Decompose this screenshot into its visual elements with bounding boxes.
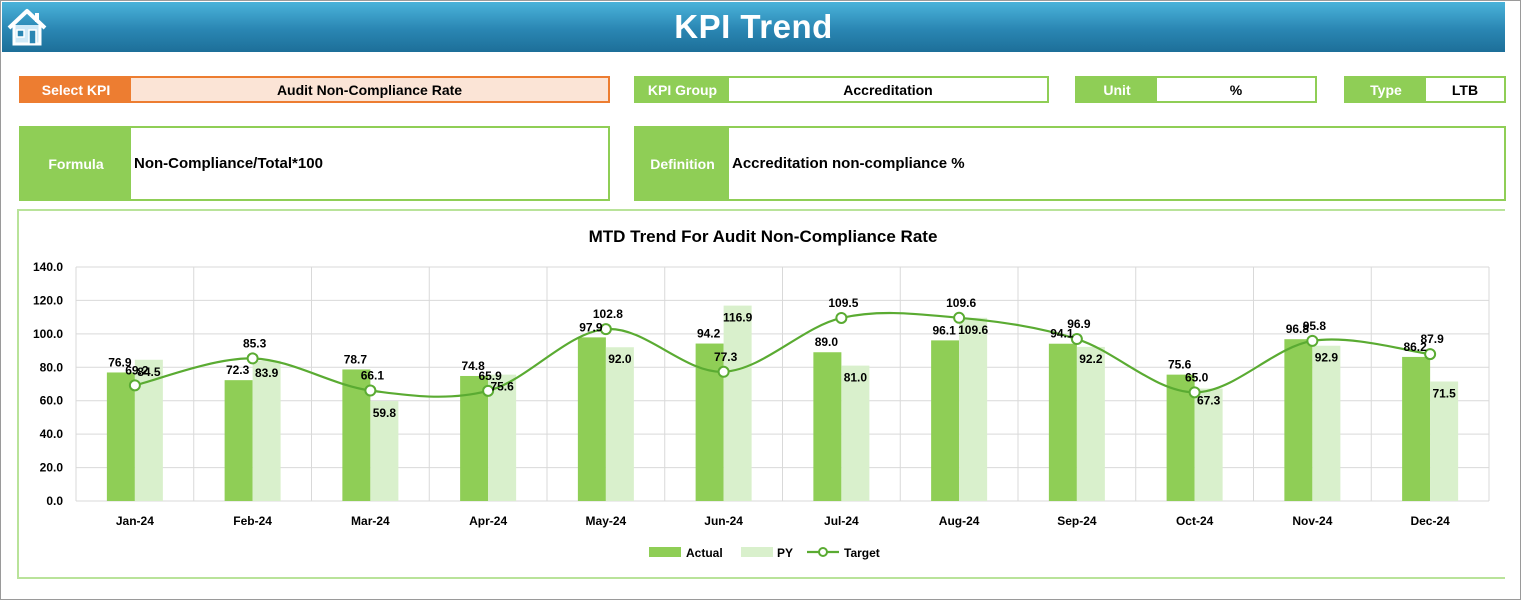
select-kpi-dropdown[interactable]: Audit Non-Compliance Rate <box>131 78 608 101</box>
select-kpi-field: Select KPI Audit Non-Compliance Rate <box>19 76 610 103</box>
unit-label: Unit <box>1077 78 1157 101</box>
kpi-group-field: KPI Group Accreditation <box>634 76 1049 103</box>
type-field: Type LTB <box>1344 76 1506 103</box>
kpi-group-label: KPI Group <box>636 78 729 101</box>
select-kpi-label: Select KPI <box>21 78 131 101</box>
home-icon[interactable] <box>6 6 48 48</box>
formula-value: Non-Compliance/Total*100 <box>134 155 323 172</box>
header-bar: KPI Trend <box>2 2 1505 52</box>
unit-field: Unit % <box>1075 76 1317 103</box>
definition-field: Definition Accreditation non-compliance … <box>634 126 1506 201</box>
page-title: KPI Trend <box>674 8 833 45</box>
unit-value: % <box>1229 81 1243 98</box>
chart-container <box>17 209 1505 579</box>
formula-label: Formula <box>21 128 131 199</box>
type-label: Type <box>1346 78 1426 101</box>
formula-field: Formula Non-Compliance/Total*100 <box>19 126 610 201</box>
definition-label: Definition <box>636 128 729 199</box>
type-value: LTB <box>1451 81 1479 98</box>
kpi-group-value: Accreditation <box>843 81 933 98</box>
definition-value: Accreditation non-compliance % <box>732 155 965 172</box>
